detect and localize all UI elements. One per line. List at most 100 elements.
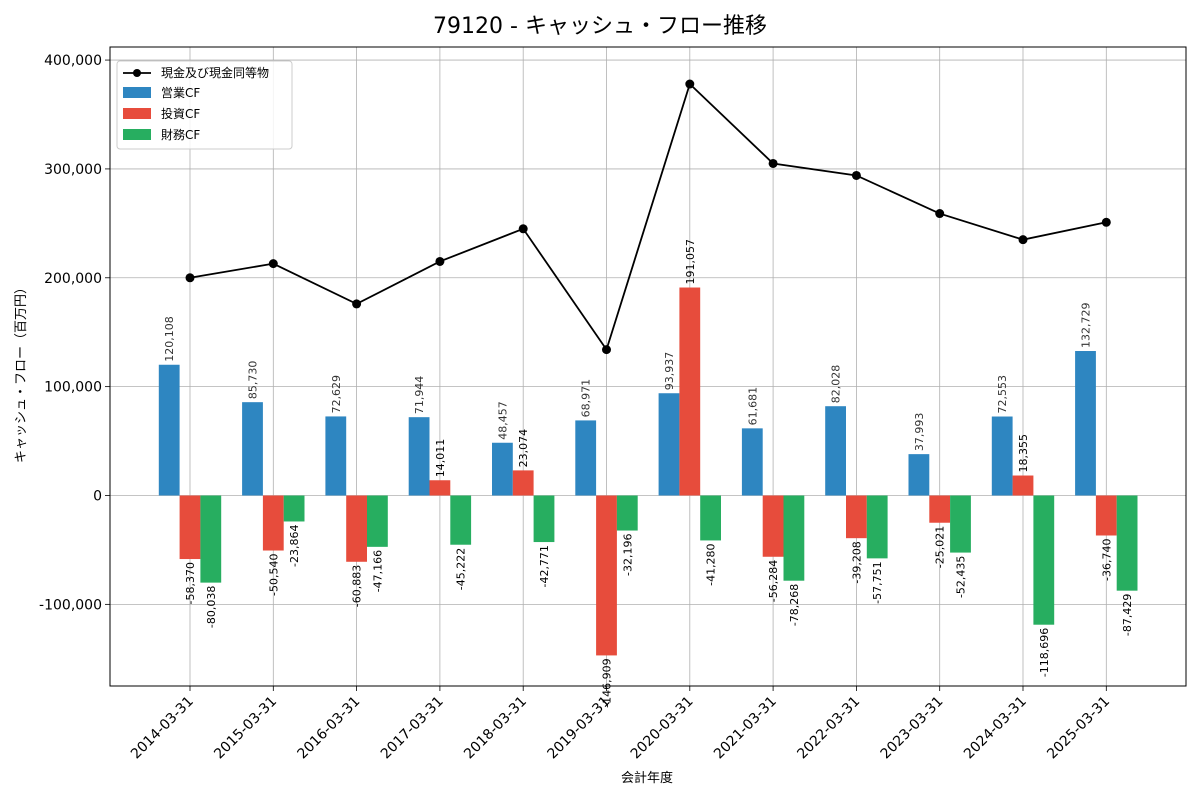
data-label: 85,730 (247, 361, 260, 400)
cash-equivalents-point (518, 224, 528, 234)
x-tick-label: 2024-03-31 (961, 694, 1030, 763)
bar-営業CF (658, 393, 680, 496)
bar-財務CF (1116, 495, 1138, 591)
bar-投資CF (679, 287, 701, 496)
bar-投資CF (929, 495, 951, 523)
data-label: -52,435 (955, 556, 968, 598)
bar-財務CF (700, 495, 721, 541)
line-layer (185, 79, 1111, 355)
data-label: 61,681 (746, 387, 759, 426)
data-label: 82,028 (830, 365, 843, 404)
x-tick-label: 2019-03-31 (544, 694, 613, 763)
bar-営業CF (158, 364, 180, 496)
data-label: -32,196 (621, 534, 634, 576)
data-label: 191,057 (684, 239, 697, 285)
x-tick-label: 2018-03-31 (461, 694, 530, 763)
y-axis-title: キャッシュ・フロー（百万円） (14, 281, 29, 463)
cash-equivalents-point (851, 170, 861, 180)
x-tick-label: 2025-03-31 (1044, 694, 1113, 763)
data-label: -80,038 (205, 586, 218, 628)
x-tick-label: 2021-03-31 (711, 694, 780, 763)
x-axis-title: 会計年度 (621, 770, 673, 786)
bar-財務CF (866, 495, 888, 559)
data-label: -56,284 (767, 560, 780, 602)
data-label: -36,740 (1100, 538, 1113, 580)
data-label: 120,108 (163, 316, 176, 362)
bar-財務CF (1033, 495, 1055, 625)
plot-frame (109, 46, 1187, 687)
cash-equivalents-point (352, 299, 362, 309)
cash-equivalents-point (268, 259, 278, 269)
y-tick-label: 400,000 (44, 53, 102, 69)
bar-財務CF (450, 495, 472, 545)
data-label: -39,208 (850, 541, 863, 583)
bar-投資CF (1095, 495, 1117, 536)
legend-label: 現金及び現金同等物 (161, 65, 269, 80)
bar-投資CF (179, 495, 201, 560)
bar-投資CF (512, 470, 534, 496)
data-label: 72,553 (996, 375, 1009, 414)
data-label: 71,944 (413, 376, 426, 415)
bar-投資CF (846, 495, 867, 539)
bar-投資CF (762, 495, 784, 557)
cash-equivalents-point (1101, 217, 1111, 227)
x-tick-label: 2014-03-31 (128, 694, 197, 763)
bar-営業CF (991, 416, 1013, 496)
data-label: 93,937 (663, 352, 676, 391)
data-label: -50,540 (267, 554, 280, 596)
data-label: 48,457 (496, 401, 509, 440)
bar-投資CF (262, 495, 284, 551)
legend-label: 営業CF (161, 86, 200, 100)
data-label: -23,864 (288, 524, 301, 566)
cash-equivalents-point (1018, 235, 1028, 245)
x-tick-label: 2017-03-31 (378, 694, 447, 763)
legend-box (116, 60, 293, 150)
data-label: 72,629 (330, 375, 343, 414)
x-tick-label: 2015-03-31 (211, 694, 280, 763)
bar-営業CF (408, 417, 430, 496)
bar-投資CF (346, 495, 367, 562)
cash-equivalents-point (768, 158, 778, 168)
bar-財務CF (783, 495, 805, 581)
data-label: -57,751 (871, 561, 884, 603)
bar-投資CF (429, 480, 451, 496)
y-tick-label: 100,000 (44, 380, 102, 396)
bar-財務CF (533, 495, 555, 543)
bar-投資CF (596, 495, 617, 656)
bar-財務CF (367, 495, 388, 547)
cash-equivalents-point (935, 209, 945, 219)
bar-財務CF (616, 495, 638, 531)
bar-営業CF (575, 420, 597, 496)
data-label: -25,021 (934, 526, 947, 568)
data-label: -47,166 (371, 550, 384, 592)
data-label-layer: 120,108 85,730 72,629 71,944 48,457 68,971 93,… (163, 239, 1134, 708)
data-label: 14,011 (434, 439, 447, 478)
data-label: -58,370 (184, 562, 197, 604)
x-tick-label: 2022-03-31 (794, 694, 863, 763)
x-tick-label: 2023-03-31 (878, 694, 947, 763)
data-label: -146,909 (601, 658, 614, 707)
legend-label: 財務CF (161, 127, 200, 142)
data-label: -118,696 (1038, 628, 1051, 677)
bar-営業CF (908, 454, 930, 496)
bar-営業CF (492, 442, 513, 496)
data-label: -87,429 (1121, 594, 1134, 636)
bar-財務CF (200, 495, 222, 583)
cash-equivalents-point (602, 345, 611, 355)
data-label: 132,729 (1080, 303, 1093, 349)
y-tick-label: 300,000 (44, 162, 102, 178)
x-tick-label: 2016-03-31 (295, 694, 364, 763)
data-label: 68,971 (580, 379, 593, 418)
legend-label: 投資CF (161, 106, 200, 121)
data-label: 18,355 (1017, 434, 1030, 473)
chart-title: 79120 - キャッシュ・フロー推移 (433, 14, 767, 39)
cash-equivalents-line (189, 82, 1107, 352)
bar-営業CF (825, 406, 846, 496)
data-label: -42,771 (538, 545, 551, 587)
bar-営業CF (741, 428, 763, 496)
cash-equivalents-point (685, 79, 695, 89)
legend-marker (133, 69, 141, 77)
